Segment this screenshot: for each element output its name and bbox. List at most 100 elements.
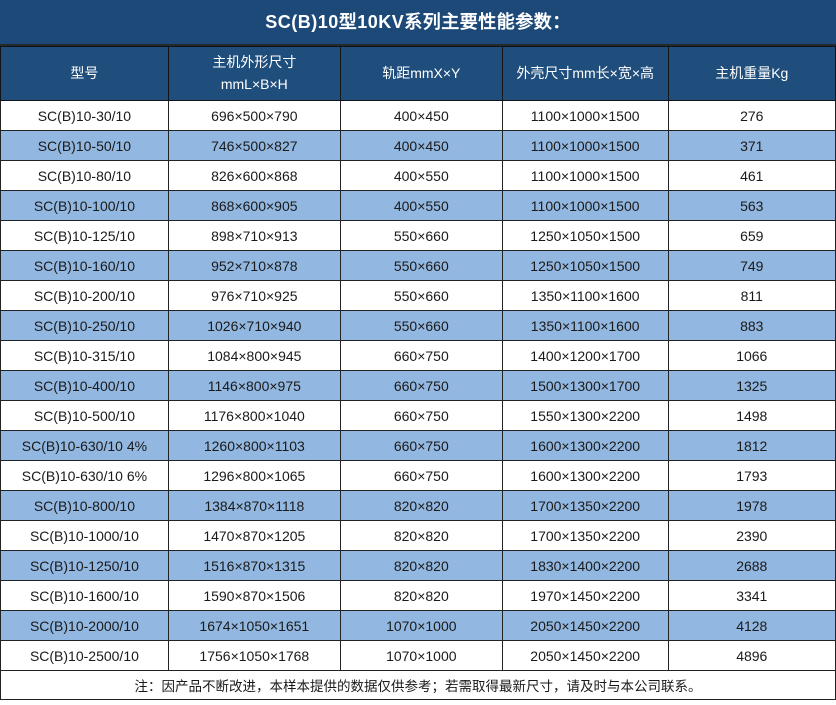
table-cell: 1756×1050×1768	[167, 640, 341, 671]
table-cell: 1700×1350×2200	[501, 520, 669, 551]
table-cell: 400×550	[339, 160, 503, 191]
table-cell: 2050×1450×2200	[501, 640, 669, 671]
table-cell: 811	[667, 280, 836, 311]
header-cell: 轨距mmX×Y	[339, 46, 503, 101]
table-cell: 1812	[667, 430, 836, 461]
table-row: SC(B)10-630/10 6% 1296×800×1065 660×750 160…	[0, 460, 836, 491]
table-cell: 660×750	[339, 460, 503, 491]
table-cell: 952×710×878	[167, 250, 341, 281]
table-footer: 注：因产品不断改进，本样本提供的数据仅供参考；若需取得最新尺寸，请及时与本公司联…	[0, 670, 836, 700]
header-cell: 型号	[0, 46, 169, 101]
table-cell: 400×450	[339, 100, 503, 131]
table-cell: 1176×800×1040	[167, 400, 341, 431]
table-cell: 1066	[667, 340, 836, 371]
table-cell: 550×660	[339, 310, 503, 341]
table-cell: 1250×1050×1500	[501, 220, 669, 251]
table-row: SC(B)10-400/10 1146×800×975 660×750 1500×13…	[0, 370, 836, 401]
table-cell: 883	[667, 310, 836, 341]
table-cell: 1350×1100×1600	[501, 280, 669, 311]
table-cell: 1084×800×945	[167, 340, 341, 371]
table-cell: SC(B)10-400/10	[0, 370, 169, 401]
table-cell: 563	[667, 190, 836, 221]
table-cell: 1500×1300×1700	[501, 370, 669, 401]
table-cell: 400×450	[339, 130, 503, 161]
table-cell: 826×600×868	[167, 160, 341, 191]
table-cell: 749	[667, 250, 836, 281]
table-note: 注：因产品不断改进，本样本提供的数据仅供参考；若需取得最新尺寸，请及时与本公司联…	[0, 670, 836, 700]
table-cell: 820×820	[339, 520, 503, 551]
table-row: SC(B)10-800/10 1384×870×1118 820×820 1700×1…	[0, 490, 836, 521]
table-cell: 1026×710×940	[167, 310, 341, 341]
table-cell: 1384×870×1118	[167, 490, 341, 521]
table-row: SC(B)10-80/10 826×600×868 400×550 1100×1000…	[0, 160, 836, 191]
table-cell: 1070×1000	[339, 610, 503, 641]
table-row: SC(B)10-250/10 1026×710×940 550×660 1350×11…	[0, 310, 836, 341]
header-cell: 主机重量Kg	[667, 46, 836, 101]
table-cell: 1700×1350×2200	[501, 490, 669, 521]
table-cell: 1600×1300×2200	[501, 430, 669, 461]
table-cell: 1470×870×1205	[167, 520, 341, 551]
table-cell: SC(B)10-160/10	[0, 250, 169, 281]
table-cell: 4128	[667, 610, 836, 641]
table-cell: 1830×1400×2200	[501, 550, 669, 581]
table-cell: 1250×1050×1500	[501, 250, 669, 281]
spec-table: 型号 主机外形尺寸 mmL×B×H 轨距mmX×Y 外壳尺寸mm长×宽×高 主机重量Kg…	[0, 46, 836, 700]
table-cell: SC(B)10-800/10	[0, 490, 169, 521]
table-cell: 746×500×827	[167, 130, 341, 161]
table-cell: 1970×1450×2200	[501, 580, 669, 611]
table-row: SC(B)10-1600/10 1590×870×1506 820×820 1970×…	[0, 580, 836, 611]
table-cell: SC(B)10-630/10 6%	[0, 460, 169, 491]
table-cell: 868×600×905	[167, 190, 341, 221]
table-cell: 1590×870×1506	[167, 580, 341, 611]
table-cell: 1325	[667, 370, 836, 401]
table-cell: SC(B)10-80/10	[0, 160, 169, 191]
table-row: SC(B)10-200/10 976×710×925 550×660 1350×110…	[0, 280, 836, 311]
page-title: SC(B)10型10KV系列主要性能参数：	[0, 0, 836, 46]
table-cell: SC(B)10-2500/10	[0, 640, 169, 671]
header-row: 型号 主机外形尺寸 mmL×B×H 轨距mmX×Y 外壳尺寸mm长×宽×高 主机重量Kg	[0, 46, 836, 101]
table-cell: SC(B)10-100/10	[0, 190, 169, 221]
table-cell: SC(B)10-500/10	[0, 400, 169, 431]
table-row: SC(B)10-1250/10 1516×870×1315 820×820 1830×…	[0, 550, 836, 581]
table-row: SC(B)10-50/10 746×500×827 400×450 1100×1000…	[0, 130, 836, 161]
table-cell: 1793	[667, 460, 836, 491]
table-row: SC(B)10-100/10 868×600×905 400×550 1100×100…	[0, 190, 836, 221]
table-row: SC(B)10-1000/10 1470×870×1205 820×820 1700×…	[0, 520, 836, 551]
table-cell: 550×660	[339, 250, 503, 281]
table-cell: 2688	[667, 550, 836, 581]
table-cell: SC(B)10-2000/10	[0, 610, 169, 641]
table-header: 型号 主机外形尺寸 mmL×B×H 轨距mmX×Y 外壳尺寸mm长×宽×高 主机重量Kg	[0, 46, 836, 101]
note-row: 注：因产品不断改进，本样本提供的数据仅供参考；若需取得最新尺寸，请及时与本公司联…	[0, 670, 836, 700]
table-cell: 2050×1450×2200	[501, 610, 669, 641]
table-cell: SC(B)10-630/10 4%	[0, 430, 169, 461]
table-cell: 1100×1000×1500	[501, 130, 669, 161]
table-cell: 660×750	[339, 430, 503, 461]
table-cell: 3341	[667, 580, 836, 611]
table-cell: SC(B)10-250/10	[0, 310, 169, 341]
table-cell: 550×660	[339, 220, 503, 251]
table-cell: 696×500×790	[167, 100, 341, 131]
table-row: SC(B)10-315/10 1084×800×945 660×750 1400×12…	[0, 340, 836, 371]
header-cell: 外壳尺寸mm长×宽×高	[501, 46, 669, 101]
table-cell: 371	[667, 130, 836, 161]
table-row: SC(B)10-500/10 1176×800×1040 660×750 1550×1…	[0, 400, 836, 431]
table-row: SC(B)10-630/10 4% 1260×800×1103 660×750 160…	[0, 430, 836, 461]
table-cell: SC(B)10-50/10	[0, 130, 169, 161]
table-cell: SC(B)10-125/10	[0, 220, 169, 251]
table-row: SC(B)10-160/10 952×710×878 550×660 1250×105…	[0, 250, 836, 281]
table-cell: 1498	[667, 400, 836, 431]
table-row: SC(B)10-30/10 696×500×790 400×450 1100×1000…	[0, 100, 836, 131]
table-cell: 820×820	[339, 490, 503, 521]
table-cell: 550×660	[339, 280, 503, 311]
table-cell: 400×550	[339, 190, 503, 221]
table-cell: 4896	[667, 640, 836, 671]
table-row: SC(B)10-125/10 898×710×913 550×660 1250×105…	[0, 220, 836, 251]
table-cell: 1070×1000	[339, 640, 503, 671]
table-cell: 1516×870×1315	[167, 550, 341, 581]
table-cell: 1350×1100×1600	[501, 310, 669, 341]
table-cell: 660×750	[339, 370, 503, 401]
table-cell: 1600×1300×2200	[501, 460, 669, 491]
table-cell: SC(B)10-1000/10	[0, 520, 169, 551]
table-cell: SC(B)10-1600/10	[0, 580, 169, 611]
